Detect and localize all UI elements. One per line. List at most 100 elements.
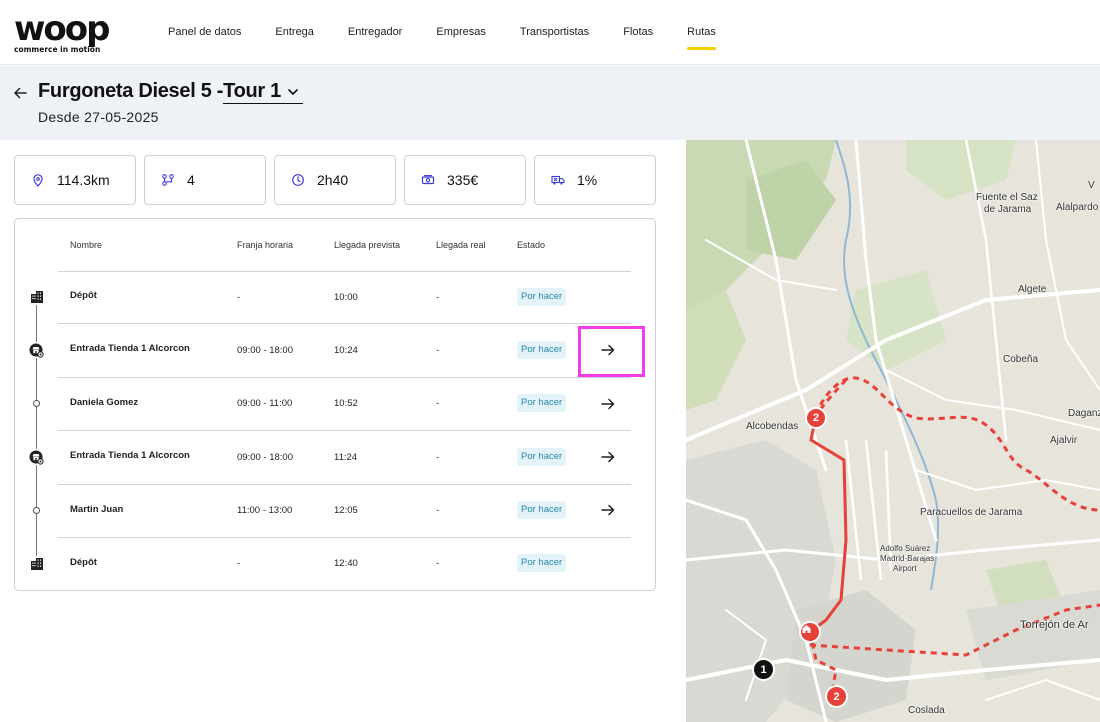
nav-item-entregador[interactable]: Entregador <box>347 26 403 38</box>
row-divider <box>58 377 631 378</box>
highlight-box <box>578 326 645 377</box>
row-divider <box>58 271 631 272</box>
row-name: Martin Juan <box>70 504 124 515</box>
row-actual: - <box>436 398 440 409</box>
row-eta: 10:52 <box>334 398 358 409</box>
map-label: Alalpardo <box>1056 202 1099 213</box>
row-divider <box>58 484 631 485</box>
status-badge: Por hacer <box>517 394 567 412</box>
depot-home-icon[interactable] <box>799 621 821 643</box>
map-label: Torrejón de Ar <box>1020 619 1089 631</box>
row-divider <box>58 430 631 431</box>
status-badge: Por hacer <box>517 288 567 306</box>
route-icon <box>162 174 174 186</box>
row-divider <box>58 323 631 324</box>
logo-tagline: commerce in motion <box>14 45 101 54</box>
stat-duration-value: 2h40 <box>317 172 349 188</box>
column-header-slot: Franja horaria <box>237 240 294 250</box>
stat-stops-value: 4 <box>187 172 195 188</box>
nav-item-rutas[interactable]: Rutas <box>687 0 716 65</box>
top-navigation-bar: woop commerce in motion Panel de datos E… <box>0 0 1100 65</box>
row-eta: 10:00 <box>334 292 358 303</box>
stat-stops: 4 <box>144 155 266 205</box>
status-badge: Por hacer <box>517 448 567 466</box>
status-badge: Por hacer <box>517 554 567 572</box>
row-name: Dépôt <box>70 290 97 301</box>
money-icon <box>421 175 435 185</box>
row-eta: 12:05 <box>334 505 358 516</box>
row-actual: - <box>436 452 440 463</box>
status-badge: Por hacer <box>517 501 567 519</box>
row-actual: - <box>436 505 440 516</box>
page-header <box>0 66 1100 140</box>
back-arrow-icon[interactable] <box>10 83 30 103</box>
tour-select-dropdown[interactable]: Tour 1 <box>223 80 303 104</box>
column-header-actual: Llegada real <box>436 240 486 250</box>
row-slot: 09:00 - 18:00 <box>237 452 293 463</box>
logo-wordmark: woop <box>14 9 110 49</box>
tour-select-value: Tour 1 <box>223 80 281 102</box>
stat-cost: 335€ <box>404 155 526 205</box>
row-slot: - <box>237 292 241 303</box>
stat-distance-value: 114.3km <box>57 172 110 188</box>
map-label: Daganz <box>1068 408 1100 419</box>
store-icon <box>28 449 44 465</box>
row-name: Dépôt <box>70 557 97 568</box>
row-eta: 12:40 <box>334 558 358 569</box>
building-icon <box>29 289 45 305</box>
arrow-right-icon[interactable] <box>597 339 619 361</box>
main-nav: Panel de datos Entrega Entregador Empres… <box>168 0 750 65</box>
map-label: Airport <box>893 564 917 573</box>
nav-item-transportistas[interactable]: Transportistas <box>519 26 590 38</box>
page-subtitle-date: Desde 27-05-2025 <box>38 109 159 125</box>
row-name: Entrada Tienda 1 Alcorcon <box>70 450 190 461</box>
map-label: Cobeña <box>1003 354 1039 365</box>
nav-item-entrega[interactable]: Entrega <box>275 26 314 38</box>
row-slot: 09:00 - 11:00 <box>237 398 293 409</box>
map-marker-stop[interactable]: 2 <box>805 407 827 429</box>
building-icon <box>29 556 45 572</box>
arrow-right-icon[interactable] <box>597 446 619 468</box>
location-pin-icon <box>33 174 43 187</box>
stat-duration: 2h40 <box>274 155 396 205</box>
clock-icon <box>292 174 304 186</box>
arrow-right-icon[interactable] <box>597 393 619 415</box>
row-slot: - <box>237 558 241 569</box>
nav-item-panel-de-datos[interactable]: Panel de datos <box>168 26 242 38</box>
chevron-down-icon <box>288 88 298 95</box>
map-label: Fuente el Saz <box>976 192 1038 203</box>
row-name: Daniela Gomez <box>70 397 139 408</box>
stat-load: 1% <box>534 155 656 205</box>
row-eta: 10:24 <box>334 345 358 356</box>
stat-distance: 114.3km <box>14 155 136 205</box>
map-label: Coslada <box>908 705 945 716</box>
column-header-eta: Llegada prevista <box>334 240 401 250</box>
map-label: Paracuellos de Jarama <box>920 507 1023 518</box>
map-label: Adolfo Suárez <box>880 544 931 553</box>
row-actual: - <box>436 292 440 303</box>
arrow-right-icon[interactable] <box>597 499 619 521</box>
row-actual: - <box>436 345 440 356</box>
map-marker-stop[interactable]: 2 <box>825 685 848 708</box>
store-icon <box>28 342 44 358</box>
timeline-dot <box>33 507 40 514</box>
row-name: Entrada Tienda 1 Alcorcon <box>70 343 190 354</box>
row-actual: - <box>436 558 440 569</box>
map-marker-stop[interactable]: 1 <box>752 658 775 681</box>
map-label: Madrid-Barajas <box>880 554 935 563</box>
timeline-dot <box>33 400 40 407</box>
stat-cost-value: 335€ <box>447 172 479 188</box>
nav-item-flotas[interactable]: Flotas <box>623 26 654 38</box>
map-canvas <box>686 140 1100 722</box>
map-label: Algete <box>1018 284 1047 295</box>
map-label: Alcobendas <box>746 421 799 432</box>
column-header-status: Estado <box>517 240 546 250</box>
page-title: Furgoneta Diesel 5 - <box>38 80 224 102</box>
row-eta: 11:24 <box>334 452 358 463</box>
nav-item-empresas[interactable]: Empresas <box>436 26 486 38</box>
row-divider <box>58 537 631 538</box>
route-map[interactable]: Fuente el Saz de Jarama Alalpardo V Alge… <box>686 140 1100 722</box>
map-label: de Jarama <box>984 204 1032 215</box>
status-badge: Por hacer <box>517 341 567 359</box>
woop-logo[interactable]: woop commerce in motion <box>14 9 124 54</box>
